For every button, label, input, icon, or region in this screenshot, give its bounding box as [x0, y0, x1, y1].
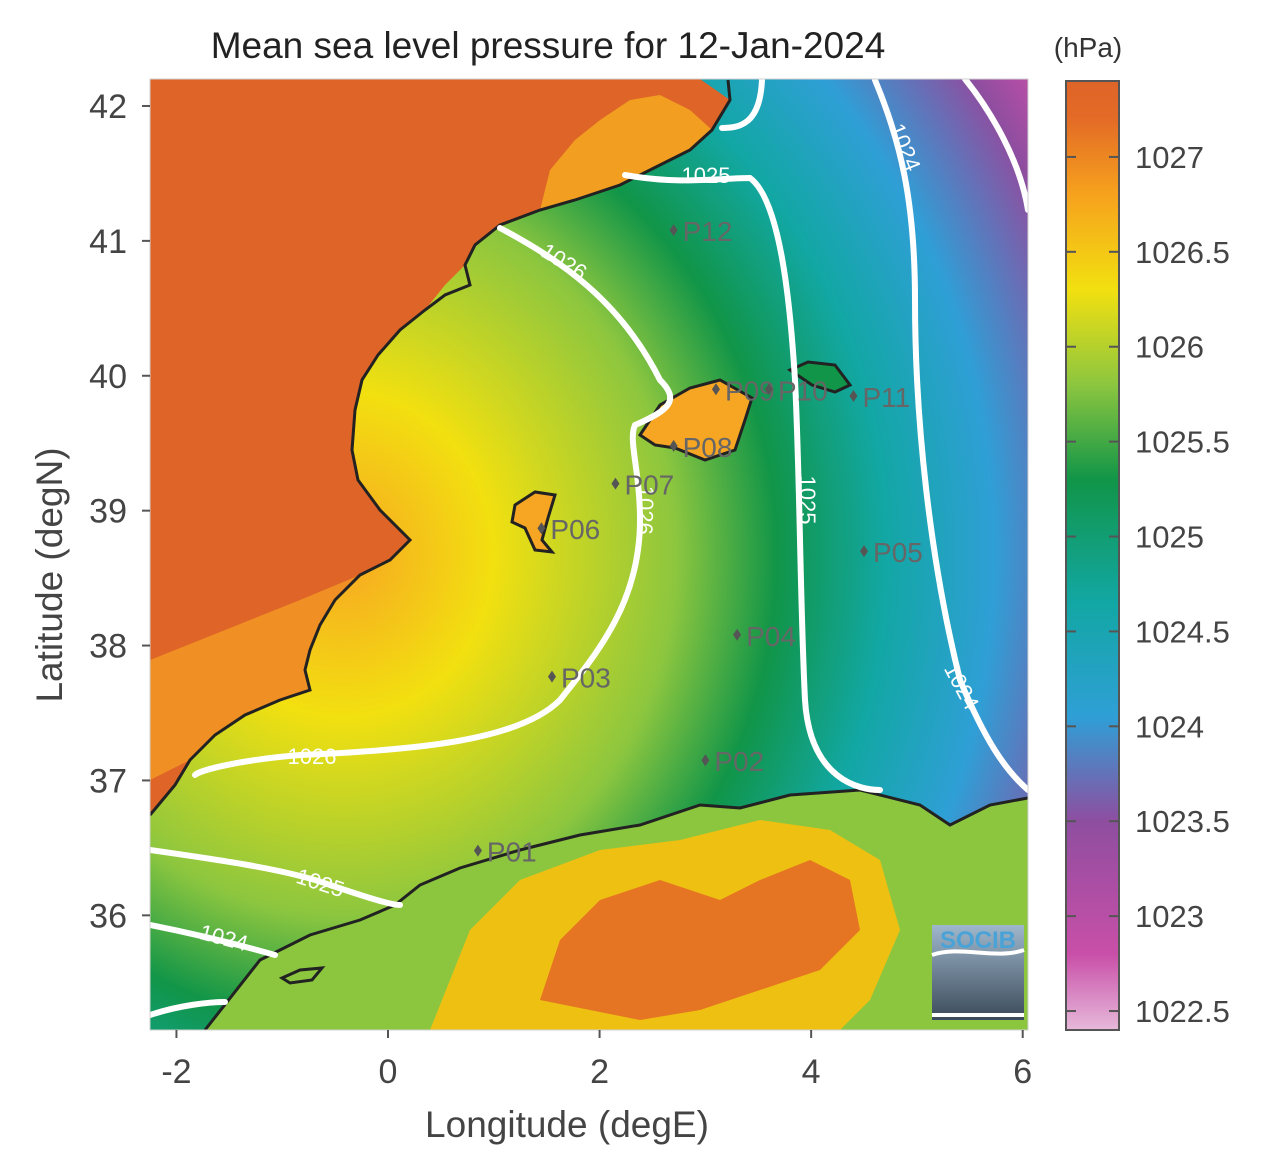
colorbar-tick-label: 1027: [1135, 140, 1204, 175]
station-label: P02: [714, 746, 764, 777]
station-label: P01: [487, 837, 537, 868]
y-tick-label: 42: [89, 88, 127, 126]
colorbar-tick-label: 1025.5: [1135, 425, 1230, 460]
isobar-label: 1026: [288, 744, 337, 769]
map-title: Mean sea level pressure for 12-Jan-2024: [211, 25, 886, 66]
station-marker: [537, 522, 546, 535]
isobar-label: 1026: [632, 485, 659, 535]
x-tick-label: -2: [161, 1053, 191, 1091]
isobar-1024-south: [150, 922, 278, 958]
station-label: P10: [778, 375, 828, 406]
colorbar-tick-label: 1024.5: [1135, 614, 1230, 649]
colorbar-tick-label: 1023: [1135, 899, 1204, 934]
island-alboran: [278, 966, 326, 985]
station-label: P12: [683, 216, 733, 247]
isobar-1026-main: [192, 225, 674, 778]
colorbar-tick-label: 1023.5: [1135, 804, 1230, 839]
station-label: P03: [561, 663, 611, 694]
station-marker: [611, 477, 620, 490]
colorbar-ticks: 1027 1026.5 1026 1025.5 1025 1024.5 1024 1023.5…: [1066, 140, 1230, 1029]
colorbar-tick-label: 1024: [1135, 709, 1204, 744]
plot-area: 1026 1025 1024 1026 1026 1025 1025 1024 …: [150, 79, 1028, 1030]
colorbar-tick-label: 1026.5: [1135, 235, 1230, 270]
station-marker: [669, 439, 678, 452]
x-axis-label: Longitude (degE): [425, 1104, 709, 1145]
x-tick-label: 0: [379, 1053, 398, 1091]
station-marker: [701, 754, 710, 767]
station-label: P06: [550, 514, 600, 545]
isobar-label: 1025: [682, 163, 731, 188]
land-catalonia-band: [540, 95, 712, 210]
island-ibiza: [510, 490, 557, 554]
y-tick-label: 38: [89, 628, 127, 666]
station-label: P08: [683, 432, 733, 463]
isobar-label: 1025: [795, 476, 820, 525]
socib-logo: SOCIB: [931, 925, 1025, 1020]
y-tick-label: 40: [89, 358, 127, 396]
colorbar-unit: (hPa): [1054, 32, 1122, 63]
colorbar-ramp: [1065, 80, 1120, 1031]
station-marker: [547, 670, 556, 683]
isobar-1025-south: [150, 847, 403, 908]
y-tick-label: 37: [89, 762, 127, 800]
station-marker: [711, 383, 720, 396]
y-tick-label: 36: [89, 897, 127, 935]
colorbar: (hPa) 1027 1026.5 1026 1025.5 1025 1024.5 1024…: [1054, 32, 1230, 1031]
station-marker: [764, 383, 773, 396]
socib-logo-text: SOCIB: [940, 927, 1016, 954]
station-label: P07: [624, 470, 674, 501]
land-iberia-coast-band: [150, 575, 360, 780]
y-axis-ticks: 42 41 40 39 38 37 36: [89, 88, 150, 935]
y-tick-label: 41: [89, 223, 127, 261]
x-tick-label: 6: [1013, 1053, 1032, 1091]
isobar-1024-east: [872, 79, 1028, 793]
isobar-1025-top: [719, 79, 765, 131]
colorbar-tick-label: 1022.5: [1135, 994, 1230, 1029]
station-marker: [733, 628, 742, 641]
isobar-1023-south: [150, 999, 228, 1018]
coastline-iberia: [150, 79, 732, 816]
x-tick-label: 2: [590, 1053, 609, 1091]
station-label: P11: [862, 382, 910, 413]
isobars: [150, 79, 1028, 1018]
station-marker: [669, 224, 678, 237]
station-marker: [849, 390, 858, 402]
coastline-africa: [203, 788, 1028, 1030]
station-label: P05: [873, 537, 923, 568]
island-mallorca: [637, 378, 754, 462]
station-label: P04: [746, 621, 796, 652]
y-axis-label: Latitude (degN): [29, 447, 70, 702]
colorbar-tick-label: 1026: [1135, 330, 1204, 365]
colorbar-tick-label: 1025: [1135, 520, 1204, 555]
station-marker: [860, 545, 869, 558]
x-tick-label: 4: [802, 1053, 821, 1091]
plot-frame: [149, 78, 1029, 1031]
isobar-1023-far-east: [962, 79, 1028, 213]
isobar-1025-north: [622, 172, 883, 793]
land-africa-peaks: [540, 860, 860, 1020]
island-menorca: [786, 360, 853, 394]
station-marker: [473, 844, 482, 857]
x-axis-ticks: -2 0 2 4 6: [161, 1030, 1032, 1091]
y-tick-label: 39: [89, 493, 127, 531]
